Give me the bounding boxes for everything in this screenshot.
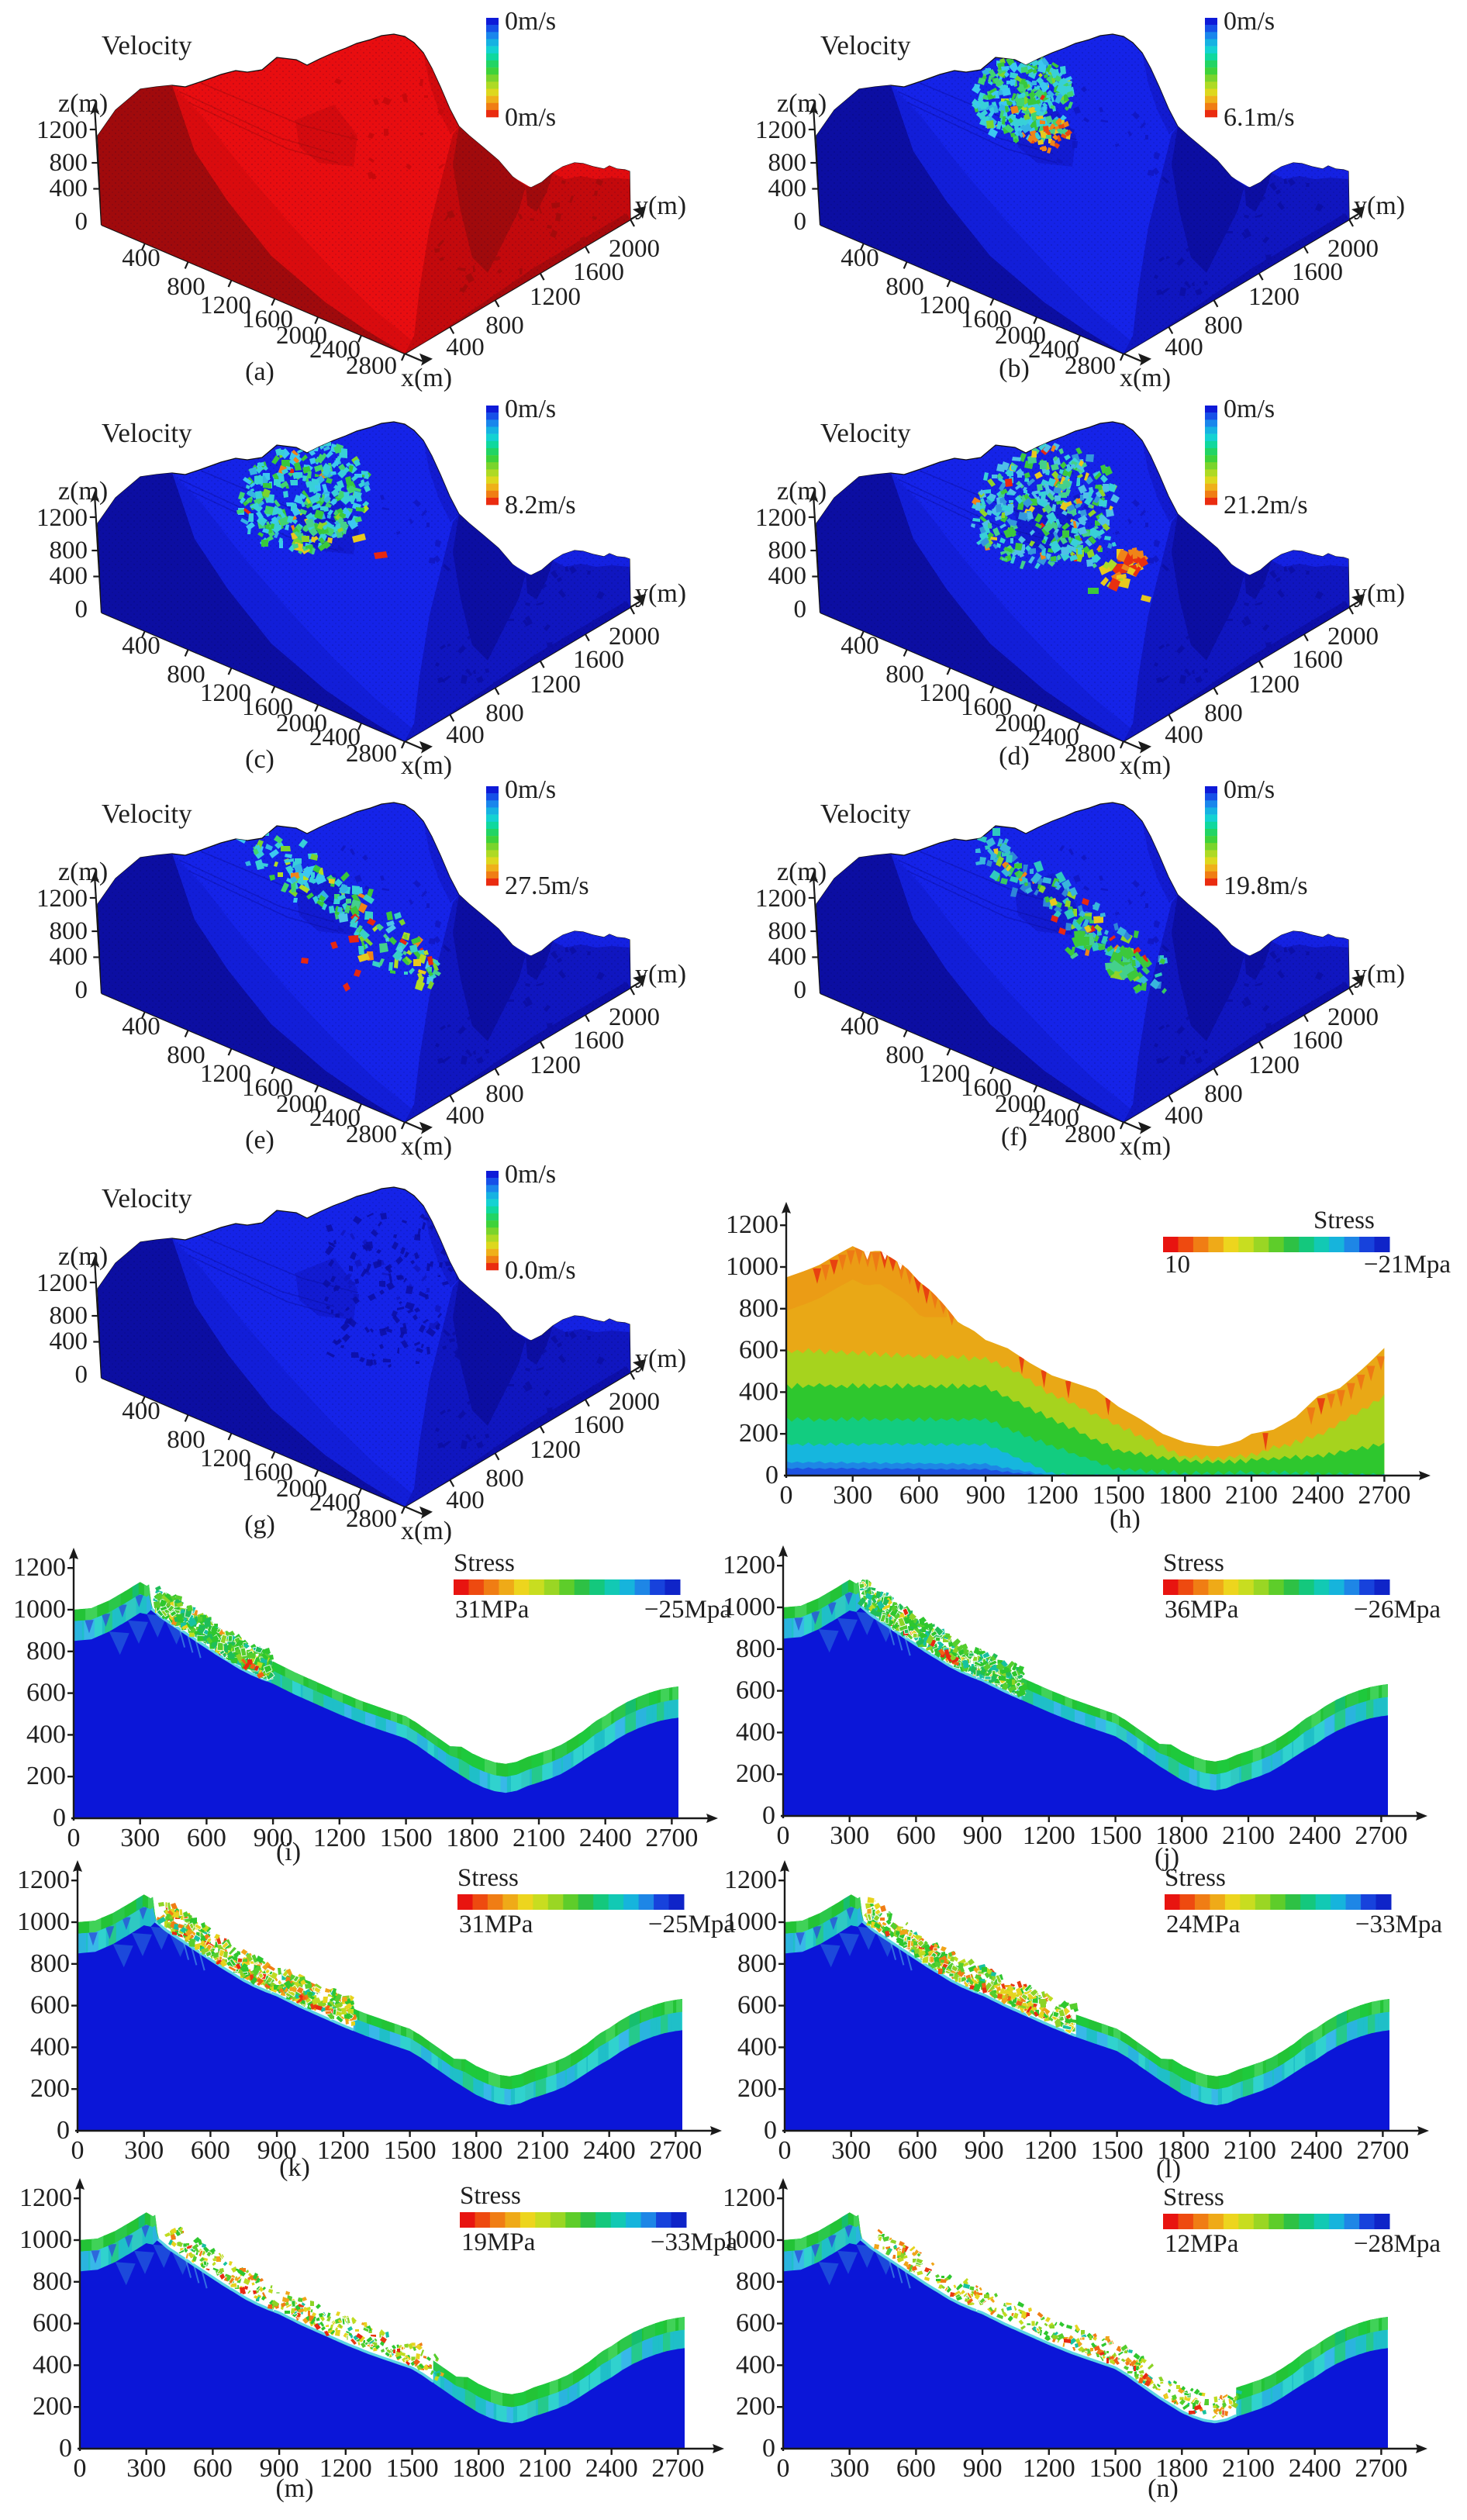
svg-text:0m/s: 0m/s bbox=[505, 103, 556, 132]
svg-text:600: 600 bbox=[899, 1481, 939, 1510]
svg-text:19MPa: 19MPa bbox=[461, 2228, 536, 2256]
svg-text:(m): (m) bbox=[275, 2474, 313, 2503]
svg-text:900: 900 bbox=[966, 1481, 1006, 1510]
svg-text:0: 0 bbox=[780, 1481, 793, 1510]
svg-text:200: 200 bbox=[739, 1419, 778, 1448]
svg-text:1800: 1800 bbox=[1158, 1481, 1211, 1510]
svg-text:1500: 1500 bbox=[1092, 1481, 1145, 1510]
svg-text:36MPa: 36MPa bbox=[1165, 1596, 1239, 1624]
svg-text:19.8m/s: 19.8m/s bbox=[1224, 872, 1308, 900]
svg-text:800: 800 bbox=[739, 1294, 778, 1323]
svg-text:(c): (c) bbox=[245, 745, 274, 774]
svg-text:−26Mpa: −26Mpa bbox=[1354, 1596, 1441, 1624]
svg-text:600: 600 bbox=[739, 1336, 778, 1365]
svg-text:(i): (i) bbox=[276, 1838, 301, 1866]
svg-text:2700: 2700 bbox=[1358, 1481, 1410, 1510]
svg-text:−25Mpa: −25Mpa bbox=[648, 1911, 735, 1938]
svg-text:(g): (g) bbox=[244, 1510, 275, 1539]
svg-text:(b): (b) bbox=[999, 354, 1030, 383]
svg-text:400: 400 bbox=[739, 1377, 778, 1406]
svg-text:−28Mpa: −28Mpa bbox=[1354, 2230, 1441, 2258]
svg-text:(n): (n) bbox=[1148, 2474, 1179, 2503]
svg-text:(h): (h) bbox=[1110, 1505, 1141, 1534]
svg-text:Stress: Stress bbox=[1313, 1206, 1375, 1234]
svg-text:1200: 1200 bbox=[1026, 1481, 1079, 1510]
svg-text:(e): (e) bbox=[245, 1126, 274, 1155]
svg-text:10: 10 bbox=[1165, 1251, 1190, 1279]
svg-text:0: 0 bbox=[765, 1461, 778, 1490]
svg-text:21.2m/s: 21.2m/s bbox=[1224, 491, 1308, 520]
svg-text:1200: 1200 bbox=[726, 1210, 778, 1239]
svg-text:(a): (a) bbox=[245, 357, 274, 386]
svg-text:2400: 2400 bbox=[1292, 1481, 1344, 1510]
svg-text:−25Mpa: −25Mpa bbox=[644, 1596, 731, 1624]
svg-text:(f): (f) bbox=[1001, 1123, 1027, 1151]
svg-text:24MPa: 24MPa bbox=[1166, 1911, 1241, 1938]
svg-text:−33Mpa: −33Mpa bbox=[1355, 1911, 1442, 1938]
svg-text:0.0m/s: 0.0m/s bbox=[505, 1256, 576, 1285]
svg-text:(l): (l) bbox=[1156, 2155, 1181, 2183]
svg-text:2100: 2100 bbox=[1225, 1481, 1278, 1510]
svg-text:12MPa: 12MPa bbox=[1165, 2230, 1239, 2258]
svg-text:31MPa: 31MPa bbox=[455, 1596, 530, 1624]
svg-text:8.2m/s: 8.2m/s bbox=[505, 491, 576, 520]
svg-text:6.1m/s: 6.1m/s bbox=[1224, 103, 1295, 132]
svg-text:(k): (k) bbox=[279, 2153, 310, 2182]
svg-text:−21Mpa: −21Mpa bbox=[1364, 1251, 1451, 1279]
svg-text:27.5m/s: 27.5m/s bbox=[505, 872, 589, 900]
svg-text:(d): (d) bbox=[999, 742, 1030, 771]
svg-text:31MPa: 31MPa bbox=[459, 1911, 533, 1938]
svg-text:300: 300 bbox=[833, 1481, 872, 1510]
svg-text:1000: 1000 bbox=[726, 1252, 778, 1281]
